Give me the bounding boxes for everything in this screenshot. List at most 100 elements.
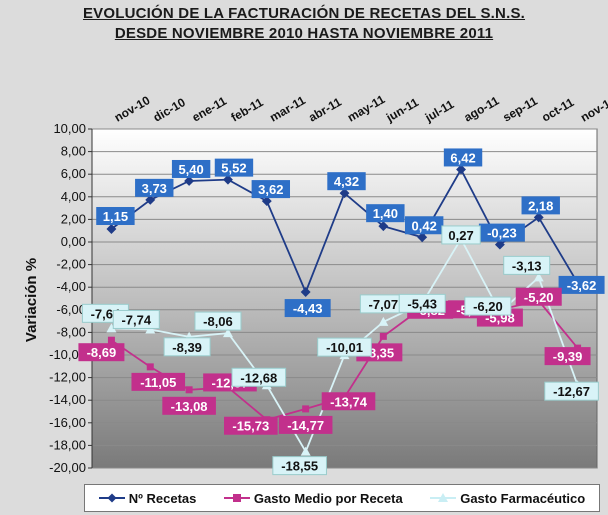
data-label: -13,08	[162, 396, 216, 415]
legend-item-gasto-medio: Gasto Medio por Receta	[223, 491, 403, 506]
legend-marker-triangle-icon	[430, 493, 457, 503]
data-label-box	[366, 204, 405, 223]
data-point	[107, 336, 115, 344]
data-label-text: -5,43	[407, 296, 437, 311]
data-label: 6,42	[443, 148, 483, 167]
data-label: -3,13	[503, 255, 551, 275]
data-label-text: -18,55	[281, 459, 318, 474]
x-tick-label: jun-11	[383, 95, 421, 125]
data-point	[339, 188, 350, 199]
y-tick-label: -10,00	[49, 347, 86, 362]
data-point	[494, 239, 505, 250]
data-label-text: -10,01	[326, 340, 363, 355]
y-axis: 10,00 8,00 6,00 4,00 2,00 0,00 -2,00 -4,00 -6,00…	[49, 121, 93, 475]
data-label: -18,55	[272, 456, 327, 476]
x-tick-label: dic-10	[151, 95, 188, 125]
data-label: -12,67	[544, 381, 599, 401]
y-tick-label: -18,00	[49, 437, 86, 452]
data-point	[533, 212, 544, 223]
data-label-box	[441, 225, 481, 245]
data-point	[533, 272, 544, 282]
data-point	[302, 405, 310, 413]
data-label-box	[272, 456, 327, 476]
y-tick-label: -4,00	[56, 279, 86, 294]
data-label-text: -8,69	[87, 345, 117, 360]
data-label-box	[321, 392, 376, 411]
y-tick-label: 0,00	[61, 234, 86, 249]
legend-label: Nº Recetas	[128, 490, 197, 506]
data-label-box	[78, 343, 125, 362]
data-label-text: 0,42	[412, 218, 437, 233]
legend: Nº Recetas Gasto Medio por Receta Gasto …	[84, 484, 600, 512]
data-label-box	[112, 309, 160, 329]
y-tick-label: 6,00	[61, 166, 86, 181]
data-label-text: -8,35	[365, 345, 395, 360]
data-label-text: 1,40	[373, 206, 398, 221]
data-label-text: -3,13	[512, 258, 542, 273]
data-label: -7,74	[112, 309, 160, 329]
data-label: 5,40	[171, 159, 211, 178]
data-label: -12,68	[231, 367, 287, 387]
data-label-box	[135, 178, 174, 197]
data-label-box	[544, 347, 591, 366]
data-label-box	[398, 293, 446, 313]
data-point	[106, 323, 117, 333]
data-label: -8,06	[194, 311, 242, 331]
data-point	[145, 194, 156, 205]
legend-item-n-recetas: Nº Recetas	[98, 490, 197, 506]
data-point	[184, 176, 195, 186]
x-tick-label: may-11	[345, 92, 388, 125]
data-label-box	[478, 223, 525, 242]
data-label: -13,74	[321, 392, 376, 411]
data-label: -5,20	[515, 287, 562, 306]
data-point	[300, 287, 311, 298]
data-label-text: 6,42	[450, 150, 475, 165]
data-label-box	[317, 337, 372, 357]
legend-marker-diamond-icon	[98, 493, 125, 503]
data-label-text: 1,15	[103, 209, 128, 224]
data-label: 3,73	[135, 178, 174, 197]
data-label-box	[194, 311, 242, 331]
data-label-text: 0,27	[448, 228, 473, 243]
data-label-text: -8,06	[203, 314, 233, 329]
data-label-box	[443, 148, 483, 167]
data-label-text: -13,08	[171, 399, 208, 414]
data-point	[261, 196, 272, 207]
y-tick-label: -8,00	[56, 324, 86, 339]
data-label-text: -11,05	[140, 375, 176, 390]
data-label-text: 5,52	[221, 161, 246, 176]
data-label: -5,43	[398, 293, 446, 313]
y-tick-label: -16,00	[49, 415, 86, 430]
data-label: -15,73	[224, 416, 278, 435]
data-labels: 1,15 3,73 5,40 5,52 3,62 -4,43 4,32 1,40 0,42 6,4…	[78, 148, 605, 476]
data-label-text: -3,62	[567, 278, 597, 293]
data-label: 0,27	[441, 225, 481, 245]
x-tick-label: jul-11	[422, 97, 457, 125]
data-label-box	[327, 172, 366, 191]
data-label-box	[278, 415, 333, 434]
data-label: -7,07	[359, 294, 407, 314]
data-label-box	[503, 255, 551, 275]
data-label: -10,01	[317, 337, 372, 357]
data-label-text: -0,23	[487, 226, 517, 241]
data-label-box	[251, 180, 291, 199]
x-tick-label: abr-11	[306, 95, 344, 125]
data-label-text: -8,39	[172, 340, 202, 355]
data-label-text: 3,62	[258, 182, 283, 197]
data-label: -14,77	[278, 415, 333, 434]
x-tick-label: feb-11	[228, 95, 265, 125]
data-label-box	[404, 216, 444, 235]
data-label-text: -15,73	[232, 419, 269, 434]
chart-title-line-1: EVOLUCIÓN DE LA FACTURACIÓN DE RECETAS D…	[82, 5, 526, 22]
x-tick-label: nov-10	[112, 93, 153, 125]
data-label-box	[515, 287, 562, 306]
data-label-box	[544, 381, 599, 401]
y-tick-label: -20,00	[49, 460, 86, 475]
data-point	[300, 446, 311, 456]
data-label: -11,05	[131, 372, 186, 391]
y-tick-label: -12,00	[49, 370, 86, 385]
x-tick-label: ene-11	[190, 94, 230, 125]
data-label: -3,62	[558, 275, 605, 294]
